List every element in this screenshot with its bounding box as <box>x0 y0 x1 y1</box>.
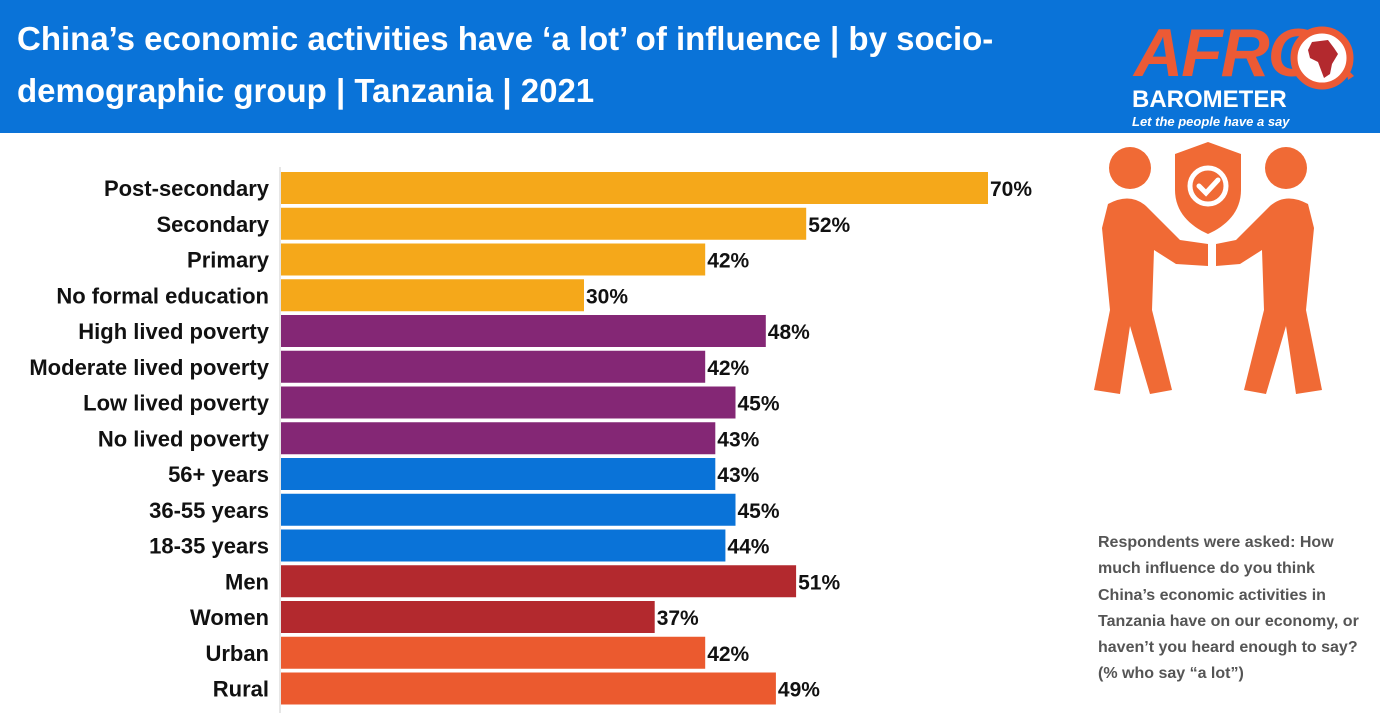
question-note: Respondents were asked: How much influen… <box>1098 530 1363 688</box>
bar <box>281 315 766 347</box>
category-label: Rural <box>213 677 269 702</box>
category-label: 56+ years <box>168 462 269 487</box>
value-label: 42% <box>707 357 749 380</box>
bar <box>281 422 716 455</box>
question-text: How much influence do you think China’s … <box>1098 534 1359 683</box>
value-label: 43% <box>717 428 759 451</box>
bar <box>281 458 716 490</box>
handshake-shield-illustration <box>1094 142 1322 394</box>
category-label: Urban <box>205 641 269 666</box>
category-label: Women <box>190 605 269 630</box>
category-label: High lived poverty <box>78 319 269 344</box>
value-label: 51% <box>798 571 840 594</box>
value-label: 43% <box>717 464 759 487</box>
category-label: 18-35 years <box>149 534 269 559</box>
bar <box>281 386 736 419</box>
bar <box>281 601 655 633</box>
bar <box>281 172 988 204</box>
bar-chart: Post-secondary 70% Secondary 52% Primary 42% N… <box>29 167 1032 713</box>
value-label: 49% <box>778 679 820 702</box>
category-label: No formal education <box>56 283 269 308</box>
page-title: China’s economic activities have ‘a lot’… <box>17 20 994 109</box>
bar <box>281 279 584 312</box>
bar <box>281 493 736 526</box>
category-label: Post-secondary <box>104 176 270 201</box>
value-label: 44% <box>727 536 769 559</box>
category-label: Secondary <box>157 212 270 237</box>
bar <box>281 243 706 276</box>
category-label: Men <box>225 569 269 594</box>
value-label: 42% <box>707 250 749 273</box>
value-label: 45% <box>738 500 780 523</box>
category-label: Moderate lived poverty <box>29 355 269 380</box>
logo-word: AFRO <box>1134 15 1321 91</box>
value-label: 70% <box>990 178 1032 201</box>
afrobarometer-logo: AFRO BAROMETER Let the people have a say <box>1128 15 1360 132</box>
category-label: 36-55 years <box>149 498 269 523</box>
header-banner: China’s economic activities have ‘a lot’… <box>0 0 1380 133</box>
category-label: Low lived poverty <box>83 391 270 416</box>
value-label: 45% <box>738 393 780 416</box>
bar <box>281 672 776 705</box>
category-label: Primary <box>187 248 270 273</box>
value-label: 52% <box>808 214 850 237</box>
value-label: 48% <box>768 321 810 344</box>
person-right-head-icon <box>1265 147 1307 189</box>
bar <box>281 636 706 669</box>
bar <box>281 529 726 562</box>
bar <box>281 565 797 598</box>
bar <box>281 207 807 240</box>
logo-subword: BAROMETER <box>1132 86 1287 113</box>
logo-tagline: Let the people have a say <box>1132 114 1290 129</box>
value-label: 42% <box>707 643 749 666</box>
person-left-head-icon <box>1109 147 1151 189</box>
value-label: 37% <box>657 607 699 630</box>
category-label: No lived poverty <box>98 426 270 451</box>
question-lead: Respondents were asked: <box>1098 534 1296 551</box>
africa-globe-icon <box>1290 26 1354 90</box>
value-label: 30% <box>586 285 628 308</box>
bar <box>281 350 706 383</box>
